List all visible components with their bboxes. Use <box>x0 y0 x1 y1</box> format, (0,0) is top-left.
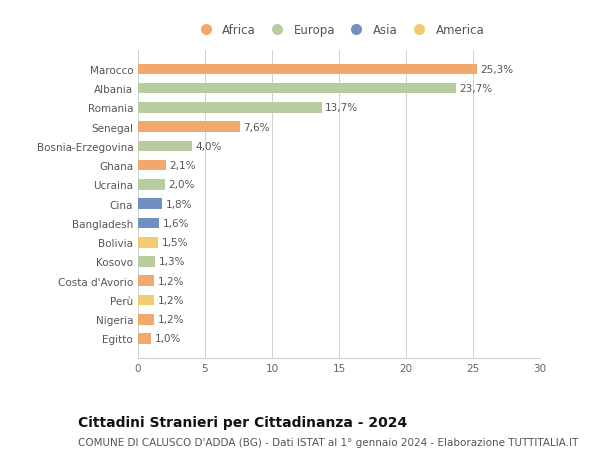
Text: 23,7%: 23,7% <box>459 84 492 94</box>
Text: 2,0%: 2,0% <box>168 180 194 190</box>
Text: 25,3%: 25,3% <box>481 65 514 75</box>
Text: 13,7%: 13,7% <box>325 103 358 113</box>
Bar <box>138 218 160 229</box>
Text: 1,3%: 1,3% <box>159 257 185 267</box>
Bar <box>138 237 158 248</box>
Bar <box>138 257 155 267</box>
Bar <box>138 276 154 286</box>
Bar <box>138 314 154 325</box>
Text: Cittadini Stranieri per Cittadinanza - 2024: Cittadini Stranieri per Cittadinanza - 2… <box>78 415 407 429</box>
Bar <box>138 103 322 113</box>
Text: 1,2%: 1,2% <box>157 295 184 305</box>
Bar <box>138 199 162 210</box>
Text: 1,2%: 1,2% <box>157 314 184 325</box>
Bar <box>138 141 191 152</box>
Bar <box>138 64 477 75</box>
Bar <box>138 334 151 344</box>
Bar <box>138 180 165 190</box>
Bar <box>138 122 240 133</box>
Text: 1,8%: 1,8% <box>166 199 192 209</box>
Text: 4,0%: 4,0% <box>195 142 221 151</box>
Text: 1,5%: 1,5% <box>161 238 188 248</box>
Legend: Africa, Europa, Asia, America: Africa, Europa, Asia, America <box>189 19 489 42</box>
Text: 1,6%: 1,6% <box>163 218 189 229</box>
Text: 1,0%: 1,0% <box>155 334 181 344</box>
Text: 1,2%: 1,2% <box>157 276 184 286</box>
Text: 2,1%: 2,1% <box>169 161 196 171</box>
Text: 7,6%: 7,6% <box>243 123 269 132</box>
Text: COMUNE DI CALUSCO D'ADDA (BG) - Dati ISTAT al 1° gennaio 2024 - Elaborazione TUT: COMUNE DI CALUSCO D'ADDA (BG) - Dati IST… <box>78 437 578 447</box>
Bar <box>138 84 455 94</box>
Bar <box>138 295 154 306</box>
Bar <box>138 161 166 171</box>
